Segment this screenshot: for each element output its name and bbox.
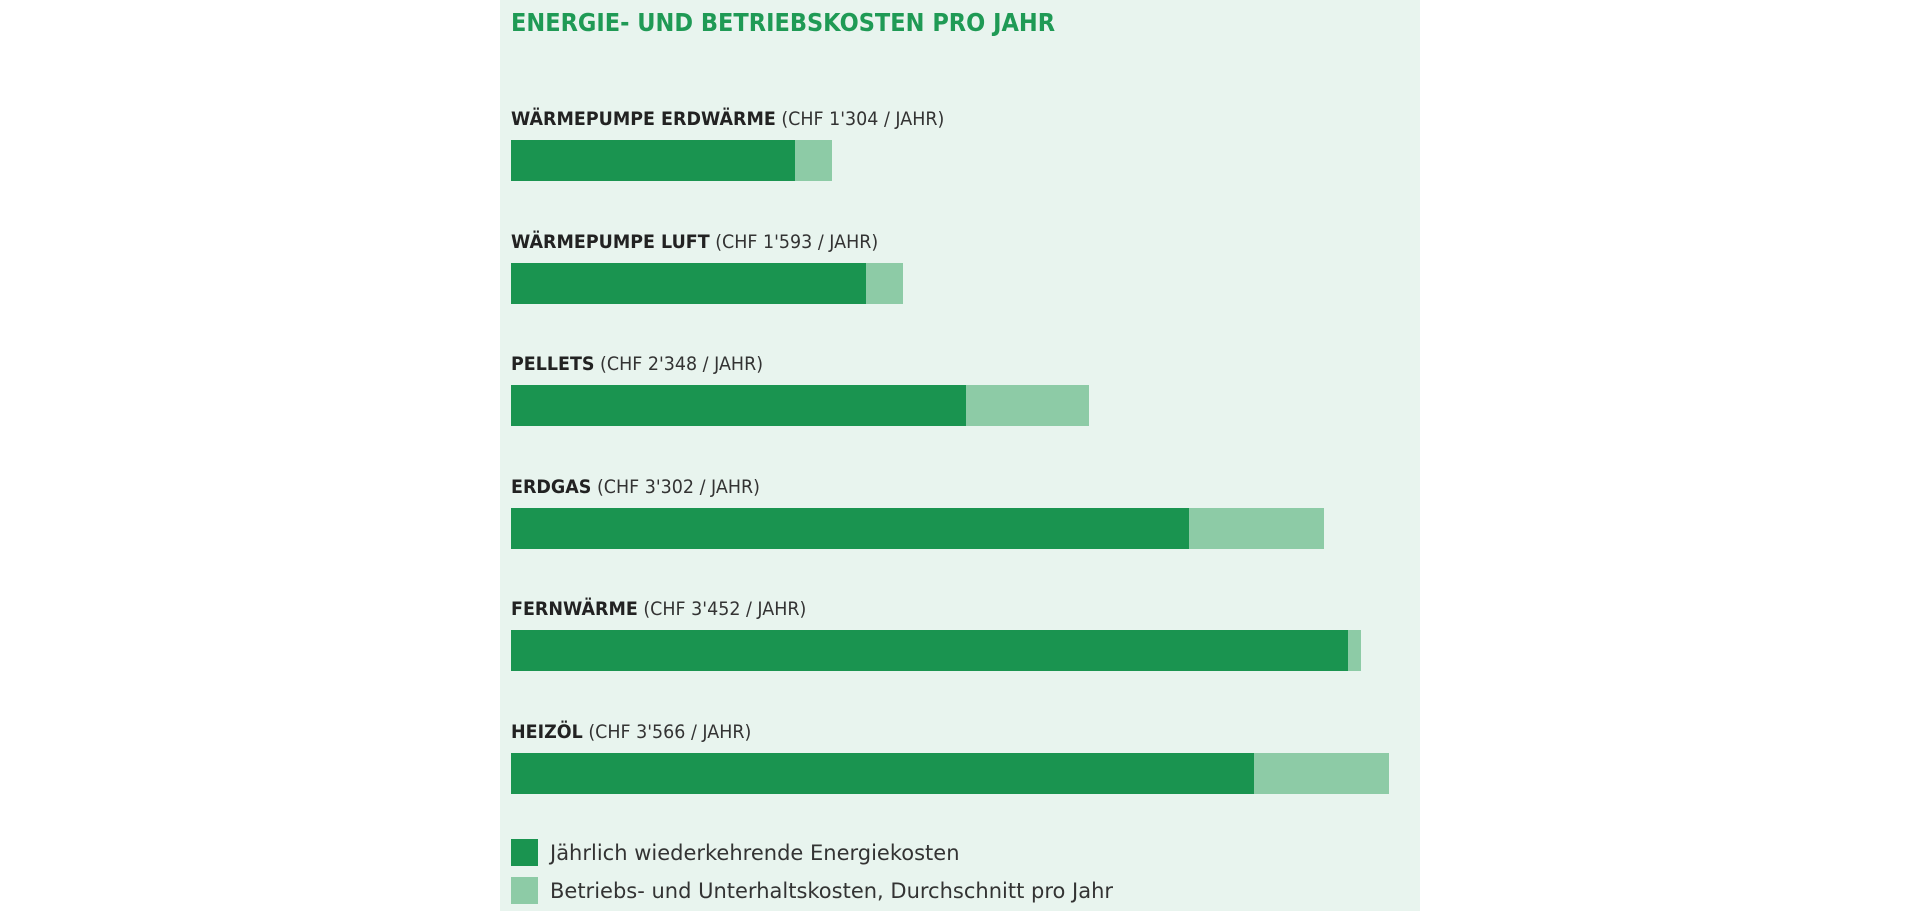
bar-segment-energy (511, 630, 1349, 671)
category-total: (CHF 1'304 / JAHR) (781, 108, 945, 130)
bar-segment-operating (965, 385, 1090, 426)
category-label: ERDGAS (CHF 3'302 / JAHR) (511, 476, 760, 498)
chart-title: ENERGIE- UND BETRIEBSKOSTEN PRO JAHR (511, 8, 1056, 37)
category-total: (CHF 3'452 / JAHR) (643, 598, 807, 620)
legend-label-energy: Jährlich wiederkehrende Energiekosten (550, 840, 960, 865)
legend-item-energy: Jährlich wiederkehrende Energiekosten (511, 839, 960, 866)
category-name: FERNWÄRME (511, 598, 638, 620)
bar-segment-operating (866, 262, 904, 304)
legend-item-operating: Betriebs- und Unterhaltskosten, Durchsch… (511, 877, 1113, 904)
legend-swatch-energy (511, 839, 538, 866)
stacked-bar (511, 262, 904, 304)
stacked-bar (511, 385, 1090, 426)
bar-segment-energy (511, 385, 966, 426)
bar-row: PELLETS (CHF 2'348 / JAHR) (511, 353, 1090, 426)
category-name: WÄRMEPUMPE ERDWÄRME (511, 108, 776, 130)
bar-segment-energy (511, 507, 1189, 549)
stacked-bar (511, 752, 1389, 794)
category-total: (CHF 1'593 / JAHR) (715, 230, 879, 253)
category-total: (CHF 3'302 / JAHR) (596, 475, 760, 498)
category-label: FERNWÄRME (CHF 3'452 / JAHR) (511, 598, 806, 620)
category-label: PELLETS (CHF 2'348 / JAHR) (511, 353, 763, 375)
category-total: (CHF 2'348 / JAHR) (600, 353, 764, 375)
bar-row: FERNWÄRME (CHF 3'452 / JAHR) (511, 598, 1361, 671)
category-name: PELLETS (511, 353, 595, 375)
chart-panel: ENERGIE- UND BETRIEBSKOSTEN PRO JAHR WÄR… (500, 0, 1420, 911)
bar-segment-operating (1188, 507, 1324, 549)
bar-segment-energy (511, 262, 867, 304)
category-name: HEIZÖL (511, 720, 583, 743)
category-name: WÄRMEPUMPE LUFT (511, 230, 710, 253)
stacked-bar (511, 140, 833, 181)
bar-segment-energy (511, 752, 1254, 794)
category-label: HEIZÖL (CHF 3'566 / JAHR) (511, 721, 751, 743)
stacked-bar (511, 630, 1361, 671)
stacked-bar (511, 507, 1324, 549)
bar-row: WÄRMEPUMPE LUFT (CHF 1'593 / JAHR) (511, 231, 910, 304)
bar-row: HEIZÖL (CHF 3'566 / JAHR) (511, 721, 1389, 794)
category-label: WÄRMEPUMPE ERDWÄRME (CHF 1'304 / JAHR) (511, 108, 944, 130)
category-label: WÄRMEPUMPE LUFT (CHF 1'593 / JAHR) (511, 231, 878, 253)
legend-label-operating: Betriebs- und Unterhaltskosten, Durchsch… (550, 878, 1114, 903)
category-name: ERDGAS (511, 475, 592, 498)
category-total: (CHF 3'566 / JAHR) (588, 720, 752, 743)
bar-segment-energy (511, 140, 795, 181)
bar-segment-operating (1253, 752, 1389, 794)
bar-row: WÄRMEPUMPE ERDWÄRME (CHF 1'304 / JAHR) (511, 108, 982, 181)
bar-segment-operating (794, 140, 833, 181)
legend-swatch-operating (511, 877, 538, 904)
bar-row: ERDGAS (CHF 3'302 / JAHR) (511, 476, 1324, 549)
bar-segment-operating (1348, 630, 1361, 671)
